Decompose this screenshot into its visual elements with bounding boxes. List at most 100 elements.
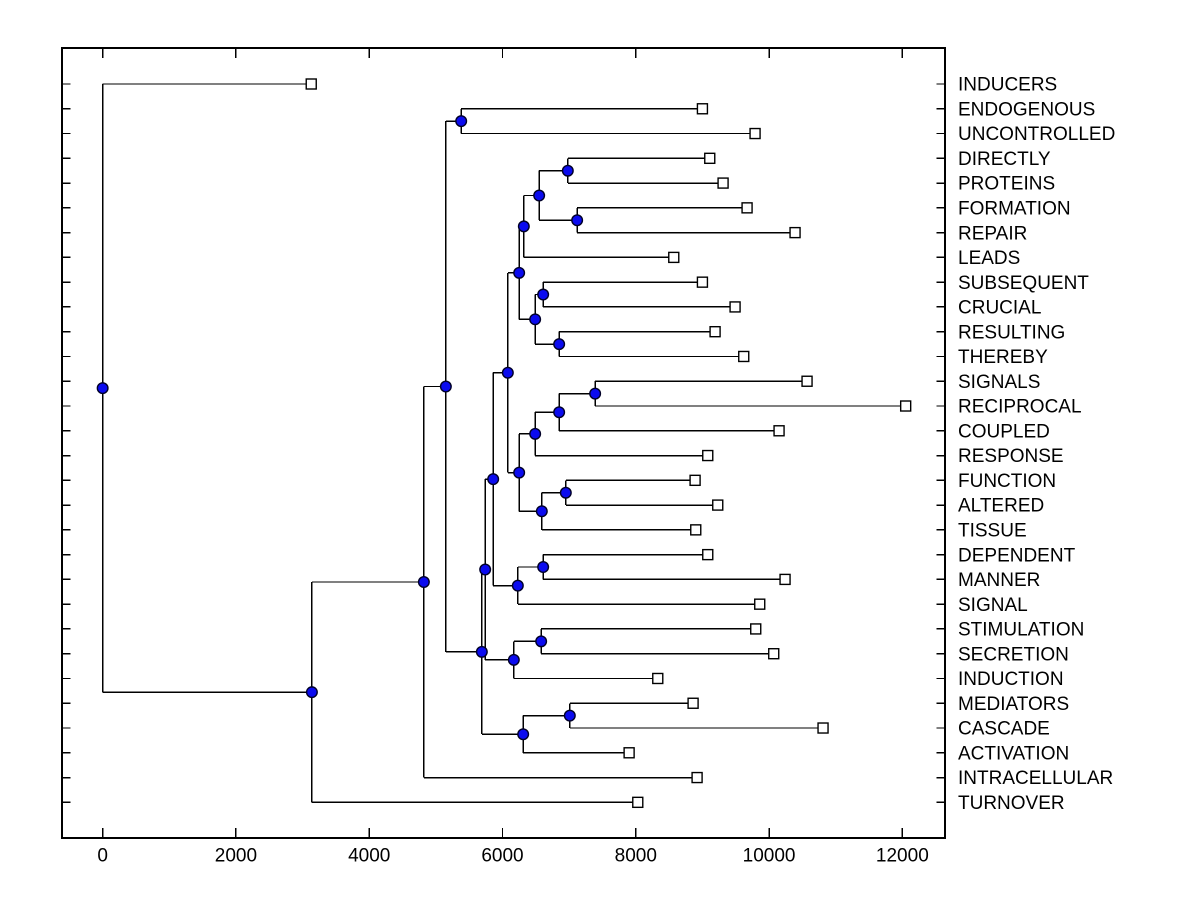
leaf-marker-turnover [632,796,644,809]
leaf-label-resulting: RESULTING [958,322,1065,343]
x-tick-label: 0 [97,846,108,867]
branch-node-marker [501,366,514,379]
leaf-marker-formation [741,202,753,214]
leaf-label-altered: ALTERED [958,496,1044,517]
leaf-label-cascade: CASCADE [958,719,1050,740]
leaf-marker-activation [623,747,635,759]
leaf-marker-induction [652,672,664,685]
leaf-marker-uncontrolled [749,127,761,140]
leaf-label-proteins: PROTEINS [958,174,1055,195]
leaf-marker-stimulation [750,623,762,635]
branch-node-markers [96,115,602,741]
branch-node-marker [513,266,526,279]
y-axis-ticks [62,83,945,804]
leaf-label-signals: SIGNALS [958,372,1040,393]
leaf-label-dependent: DEPENDENT [958,545,1076,566]
leaf-label-manner: MANNER [958,570,1040,591]
x-tick-label: 10000 [743,846,796,867]
leaf-label-mediators: MEDIATORS [958,694,1069,715]
leaf-marker-signal [754,598,766,610]
leaf-label-coupled: COUPLED [958,421,1050,442]
branch-node-marker [561,164,574,177]
leaf-marker-leads [668,251,680,264]
branch-node-marker [513,466,526,479]
leaf-label-activation: ACTIVATION [958,743,1069,764]
x-axis-ticks [101,48,904,838]
leaf-label-turnover: TURNOVER [958,793,1065,814]
leaf-marker-repair [789,226,801,239]
branch-node-marker [559,486,572,499]
x-tick-label: 6000 [481,846,523,867]
x-axis-tick-labels: 0 2000 4000 6000 8000 10000 12000 [97,846,928,867]
leaf-label-signal: SIGNAL [958,595,1028,616]
branch-node-marker [517,220,530,233]
leaf-marker-intracellular [691,771,703,784]
leaf-marker-endogenous [696,103,709,115]
leaf-label-directly: DIRECTLY [958,149,1051,170]
leaf-label-reciprocal: RECIPROCAL [958,397,1082,418]
x-tick-label: 2000 [215,846,257,867]
x-tick-label: 4000 [348,846,390,867]
branch-node-marker [96,382,109,395]
leaf-marker-thereby [738,350,750,363]
branch-node-marker [553,338,566,351]
branch-node-marker [305,686,318,699]
leaf-marker-tissue [690,524,702,536]
leaf-marker-response [702,449,714,462]
leaf-label-uncontrolled: UNCONTROLLED [958,124,1115,145]
leaf-marker-mediators [687,697,699,709]
branch-node-marker [571,214,584,227]
branch-node-marker [529,427,542,440]
leaf-labels: INDUCERS ENDOGENOUS UNCONTROLLED DIRECTLY PR… [958,75,1115,814]
branch-node-marker [479,563,492,576]
leaf-label-tissue: TISSUE [958,521,1027,542]
leaf-marker-manner [779,573,791,586]
branch-node-marker [553,406,566,419]
leaf-label-endogenous: ENDOGENOUS [958,99,1095,120]
leaf-marker-subsequent [696,276,709,288]
branch-node-marker [563,709,576,722]
leaf-marker-cascade [817,722,829,734]
leaf-marker-dependent [702,548,714,561]
branch-node-marker [487,473,500,486]
branch-node-marker [511,579,524,592]
leaf-label-subsequent: SUBSEQUENT [958,273,1089,294]
leaf-marker-secretion [768,648,780,660]
leaf-marker-coupled [773,425,785,437]
leaf-marker-function [689,474,701,487]
leaf-marker-altered [712,499,724,511]
tree-edges [101,83,906,804]
branch-node-marker [537,561,550,574]
branch-node-marker [535,505,548,518]
leaf-marker-inducers [305,78,317,90]
x-tick-label: 8000 [615,846,657,867]
leaf-label-repair: REPAIR [958,223,1027,244]
branch-node-marker [517,728,530,741]
branch-node-marker [535,635,548,648]
leaf-marker-directly [704,152,716,165]
leaf-marker-resulting [709,326,721,338]
leaf-marker-crucial [729,301,741,313]
branch-node-marker [417,576,430,589]
leaf-label-function: FUNCTION [958,471,1056,492]
leaf-label-response: RESPONSE [958,446,1064,467]
branch-node-marker [507,653,520,666]
branch-node-marker [589,387,602,400]
branch-node-marker [439,380,452,393]
leaf-label-stimulation: STIMULATION [958,620,1084,641]
leaf-label-formation: FORMATION [958,199,1071,220]
leaf-label-inducers: INDUCERS [958,75,1057,96]
branch-node-marker [533,189,546,202]
leaf-node-markers [305,78,912,809]
x-tick-label: 12000 [876,846,929,867]
leaf-marker-reciprocal [899,400,912,412]
leaf-marker-proteins [717,177,729,189]
branch-node-marker [537,288,550,301]
leaf-label-secretion: SECRETION [958,644,1069,665]
branch-node-marker [475,645,488,658]
leaf-marker-signals [801,375,813,387]
leaf-label-thereby: THEREBY [958,347,1048,368]
branch-node-marker [529,313,542,326]
